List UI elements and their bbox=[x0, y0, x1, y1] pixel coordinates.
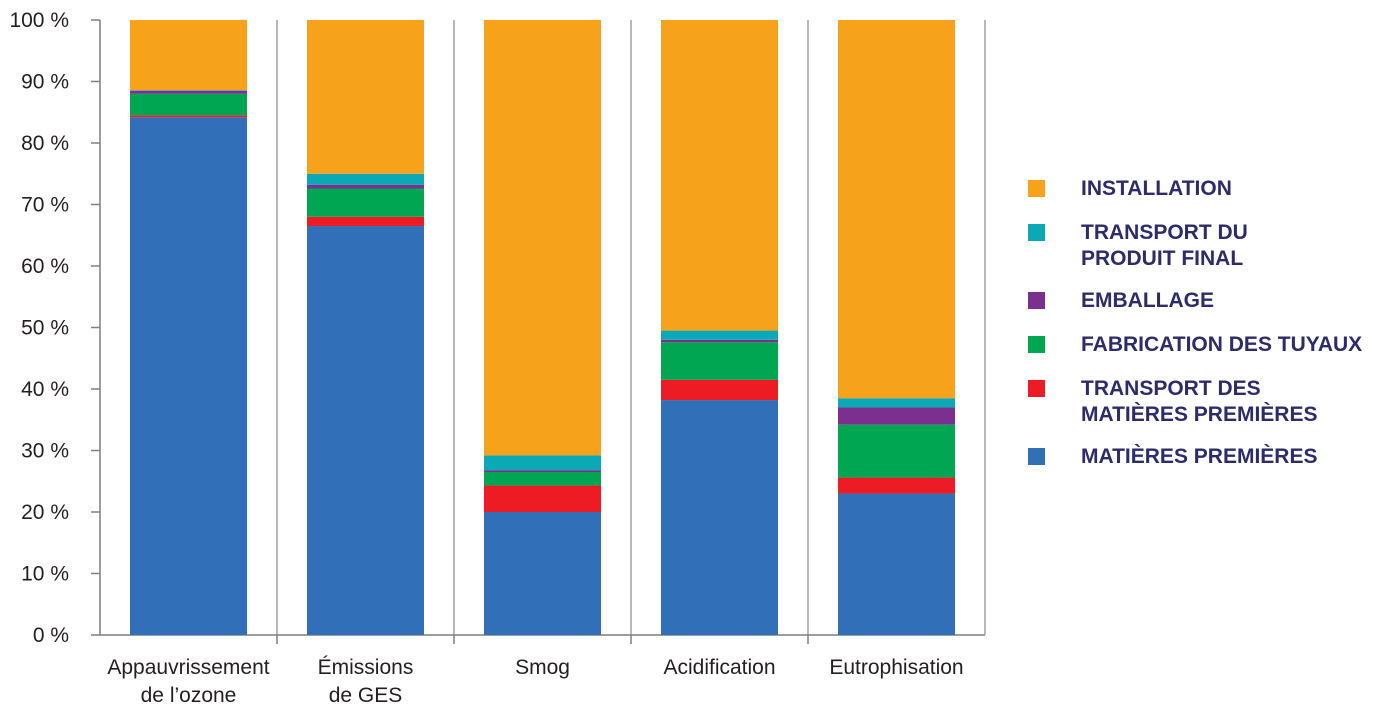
x-tick-label: Appauvrissement de l’ozone bbox=[107, 656, 269, 707]
bar-segment bbox=[661, 342, 778, 380]
legend-item: MATIÈRES PREMIÈRES bbox=[1028, 444, 1368, 470]
bar-segment bbox=[484, 470, 601, 473]
legend-label: INSTALLATION bbox=[1081, 177, 1232, 200]
legend-item: EMBALLAGE bbox=[1028, 288, 1368, 314]
legend-label: FABRICATION DES TUYAUX bbox=[1081, 333, 1363, 356]
bar-segment bbox=[661, 339, 778, 343]
bar-segment bbox=[661, 400, 778, 635]
bar-segment bbox=[838, 398, 955, 408]
y-tick-label: 50 % bbox=[21, 317, 69, 340]
y-tick-label: 70 % bbox=[21, 194, 69, 217]
y-tick-label: 0 % bbox=[33, 624, 69, 647]
legend-label: TRANSPORT DES MATIÈRES PREMIÈRES bbox=[1081, 377, 1318, 426]
y-tick-label: 40 % bbox=[21, 378, 69, 401]
chart-legend: INSTALLATION TRANSPORT DU PRODUIT FINAL EMB… bbox=[1028, 176, 1368, 488]
legend-item: TRANSPORT DU PRODUIT FINAL bbox=[1028, 220, 1368, 272]
legend-item: INSTALLATION bbox=[1028, 176, 1368, 202]
bar-segment bbox=[484, 512, 601, 635]
legend-swatch bbox=[1028, 180, 1045, 197]
legend-swatch bbox=[1028, 224, 1045, 241]
bar-segment bbox=[130, 93, 247, 116]
bar-segment bbox=[484, 455, 601, 471]
bar-segment bbox=[130, 90, 247, 94]
legend-swatch bbox=[1028, 380, 1045, 397]
bar-segment bbox=[838, 477, 955, 494]
bar-segment bbox=[484, 20, 601, 456]
legend-swatch bbox=[1028, 292, 1045, 309]
legend-item: FABRICATION DES TUYAUX bbox=[1028, 332, 1368, 358]
legend-swatch bbox=[1028, 448, 1045, 465]
bar-segment bbox=[661, 330, 778, 340]
plot-area: 0 % 10 % 20 % 30 % 40 % 50 % 60 % 70 % 80 % 90 % 1… bbox=[9, 9, 986, 707]
bar-segment bbox=[307, 184, 424, 189]
bar-segment bbox=[307, 20, 424, 174]
x-tick-label: Eutrophisation bbox=[829, 656, 963, 679]
bar-segment bbox=[130, 115, 247, 118]
y-tick-label: 30 % bbox=[21, 440, 69, 463]
bar-segment bbox=[838, 424, 955, 478]
legend-item: TRANSPORT DES MATIÈRES PREMIÈRES bbox=[1028, 376, 1368, 428]
bar-segment bbox=[130, 20, 247, 91]
y-tick-label: 10 % bbox=[21, 563, 69, 586]
y-tick-label: 90 % bbox=[21, 71, 69, 94]
bar-segment bbox=[484, 485, 601, 512]
bar-segment bbox=[307, 188, 424, 217]
bar-segment bbox=[130, 90, 247, 91]
legend-label: EMBALLAGE bbox=[1081, 289, 1214, 312]
y-tick-label: 100 % bbox=[9, 9, 69, 32]
legend-swatch bbox=[1028, 336, 1045, 353]
bar-segment bbox=[838, 493, 955, 635]
bar-segment bbox=[661, 20, 778, 331]
bar-segment bbox=[838, 407, 955, 425]
bar-segment bbox=[130, 117, 247, 636]
x-tick-label: Acidification bbox=[663, 656, 775, 679]
x-tick-label: Émissions de GES bbox=[318, 656, 414, 707]
bar-segment bbox=[307, 216, 424, 227]
y-tick-label: 20 % bbox=[21, 501, 69, 524]
bar-segment bbox=[661, 379, 778, 401]
bar-segment bbox=[838, 20, 955, 399]
bar-segment bbox=[307, 173, 424, 185]
bar-segment bbox=[307, 226, 424, 635]
y-tick-label: 60 % bbox=[21, 255, 69, 278]
legend-label: TRANSPORT DU PRODUIT FINAL bbox=[1081, 221, 1248, 270]
legend-label: MATIÈRES PREMIÈRES bbox=[1081, 445, 1318, 468]
x-tick-label: Smog bbox=[515, 656, 570, 679]
bar-segment bbox=[484, 472, 601, 486]
y-tick-label: 80 % bbox=[21, 132, 69, 155]
